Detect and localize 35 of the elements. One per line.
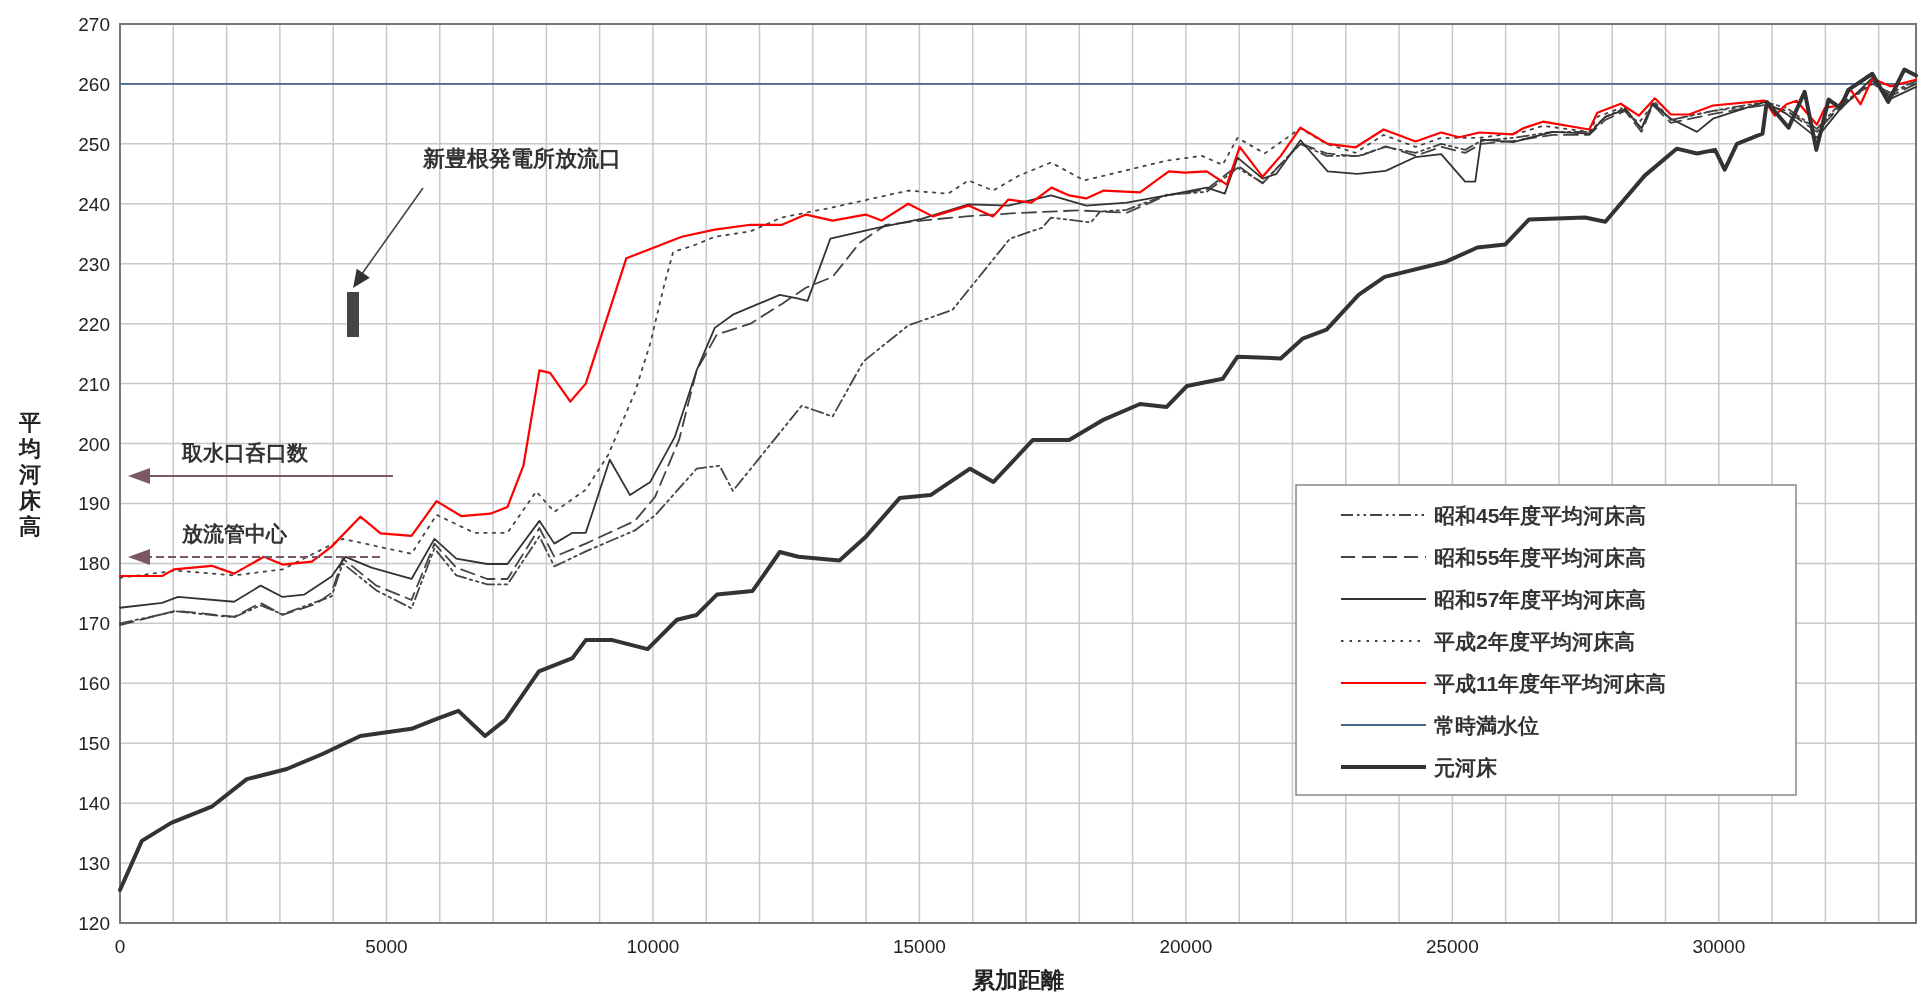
y-tick-label: 150 <box>78 733 110 755</box>
x-tick-label: 30000 <box>1692 936 1746 957</box>
annotation: 新豊根発電所放流口 <box>422 146 621 171</box>
x-tick-label: 10000 <box>626 936 680 957</box>
y-tick-label: 210 <box>78 373 110 395</box>
y-tick-label: 250 <box>78 133 110 155</box>
annotation: 取水口呑口数 <box>181 441 309 464</box>
y-tick-label: 260 <box>78 73 110 95</box>
y-tick-label: 120 <box>78 913 110 934</box>
legend-label: 昭和45年度平均河床高 <box>1434 504 1647 527</box>
y-tick-label: 230 <box>78 253 110 275</box>
legend-label: 元河床 <box>1433 756 1498 779</box>
x-axis-title: 累加距離 <box>971 967 1064 993</box>
x-tick-label: 0 <box>114 936 126 957</box>
y-tick-label: 200 <box>78 433 110 455</box>
y-tick-label: 160 <box>78 673 110 695</box>
legend-label: 平成2年度平均河床高 <box>1433 630 1635 653</box>
legend-label: 平成11年度年平均河床高 <box>1433 672 1667 695</box>
x-tick-label: 5000 <box>365 936 408 957</box>
legend-label: 昭和57年度平均河床高 <box>1434 588 1647 611</box>
x-tick-label: 15000 <box>892 936 946 957</box>
y-axis-title: 平均河床高 <box>18 409 42 539</box>
y-tick-label: 190 <box>78 493 110 515</box>
legend-label: 昭和55年度平均河床高 <box>1434 546 1647 569</box>
annotation: 放流管中心 <box>181 522 288 545</box>
legend-label: 常時満水位 <box>1434 714 1539 737</box>
y-tick-label: 130 <box>78 853 110 875</box>
x-tick-label: 25000 <box>1425 936 1479 957</box>
y-tick-label: 180 <box>78 553 110 575</box>
y-tick-label: 240 <box>78 193 110 215</box>
y-tick-label: 270 <box>78 14 110 35</box>
y-tick-label: 170 <box>78 613 110 635</box>
y-tick-label: 140 <box>78 793 110 815</box>
y-tick-label: 220 <box>78 313 110 335</box>
x-tick-label: 20000 <box>1159 936 1213 957</box>
